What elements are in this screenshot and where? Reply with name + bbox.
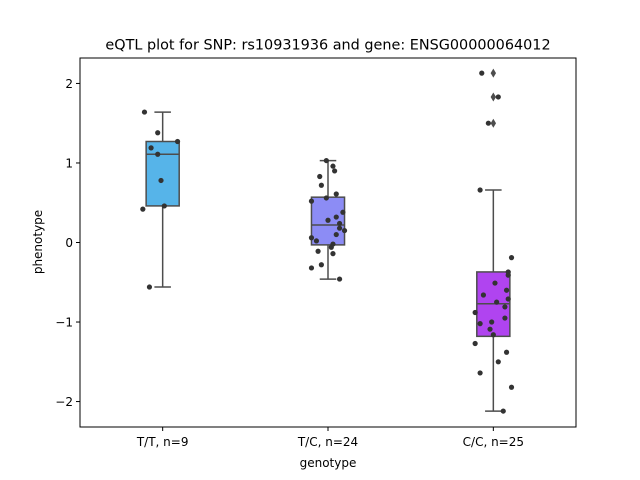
x-tick-label: C/C, n=25 [463, 435, 524, 449]
data-point [503, 287, 510, 293]
data-point [328, 244, 334, 250]
chart-title: eQTL plot for SNP: rs10931936 and gene: … [105, 38, 550, 54]
data-point [155, 130, 161, 136]
data-point [308, 235, 315, 241]
data-point [336, 225, 343, 231]
x-tick-label: T/C, n=24 [297, 435, 358, 449]
data-point [141, 109, 148, 115]
data-point [161, 203, 167, 209]
data-point [472, 309, 478, 316]
data-point [174, 138, 181, 145]
y-tick-label: −1 [55, 316, 73, 330]
outlier-marker [490, 68, 497, 78]
outlier-marker [490, 118, 497, 128]
data-point [494, 299, 500, 305]
data-point [336, 276, 343, 282]
data-point [315, 248, 321, 254]
data-point [330, 163, 336, 169]
data-point [500, 408, 506, 414]
data-point [325, 217, 331, 223]
data-point [336, 220, 343, 227]
y-tick-label: −2 [55, 395, 73, 409]
data-point [502, 304, 508, 310]
plot-area: 2 1 0 −1 −2 T/T, n=9 T/C, n=24 C/C, n=25 [55, 57, 577, 449]
data-point [503, 349, 510, 355]
box-iqr [145, 140, 180, 207]
data-point [140, 206, 146, 212]
data-point [505, 296, 511, 302]
data-point [508, 384, 515, 390]
data-point [495, 94, 501, 100]
data-point [487, 326, 493, 332]
data-point [148, 145, 154, 151]
data-point [308, 265, 315, 271]
y-tick-label: 2 [65, 77, 73, 91]
y-tick-label: 0 [65, 236, 73, 250]
data-point [323, 157, 329, 164]
y-axis-label: phenotype [31, 210, 45, 274]
data-point [317, 173, 323, 180]
data-point [333, 191, 339, 197]
data-point [332, 168, 338, 174]
data-point [340, 209, 346, 215]
outlier-marker [490, 92, 497, 102]
data-point [323, 195, 329, 201]
data-point [502, 315, 508, 321]
data-point [318, 182, 324, 188]
data-point [477, 187, 483, 193]
data-point [333, 214, 339, 220]
data-point [146, 284, 153, 290]
x-axis-label: genotype [300, 456, 357, 470]
data-point [479, 70, 485, 76]
data-point [492, 280, 498, 286]
data-point [333, 231, 339, 238]
data-point [490, 332, 496, 338]
data-point [485, 120, 491, 126]
x-tick-label: T/T, n=9 [136, 435, 189, 449]
data-point [155, 151, 161, 157]
data-point [318, 262, 324, 268]
data-point [472, 340, 478, 347]
data-point [477, 321, 483, 327]
data-point [308, 198, 315, 204]
data-point [508, 255, 515, 261]
y-tick-label: 1 [65, 156, 73, 170]
data-point [505, 272, 511, 278]
data-point [341, 227, 348, 234]
data-point [313, 238, 320, 244]
data-point [158, 177, 164, 184]
data-point [489, 319, 495, 325]
data-point [330, 251, 336, 257]
data-point [477, 370, 483, 376]
data-point [495, 359, 501, 365]
data-point [480, 292, 487, 298]
